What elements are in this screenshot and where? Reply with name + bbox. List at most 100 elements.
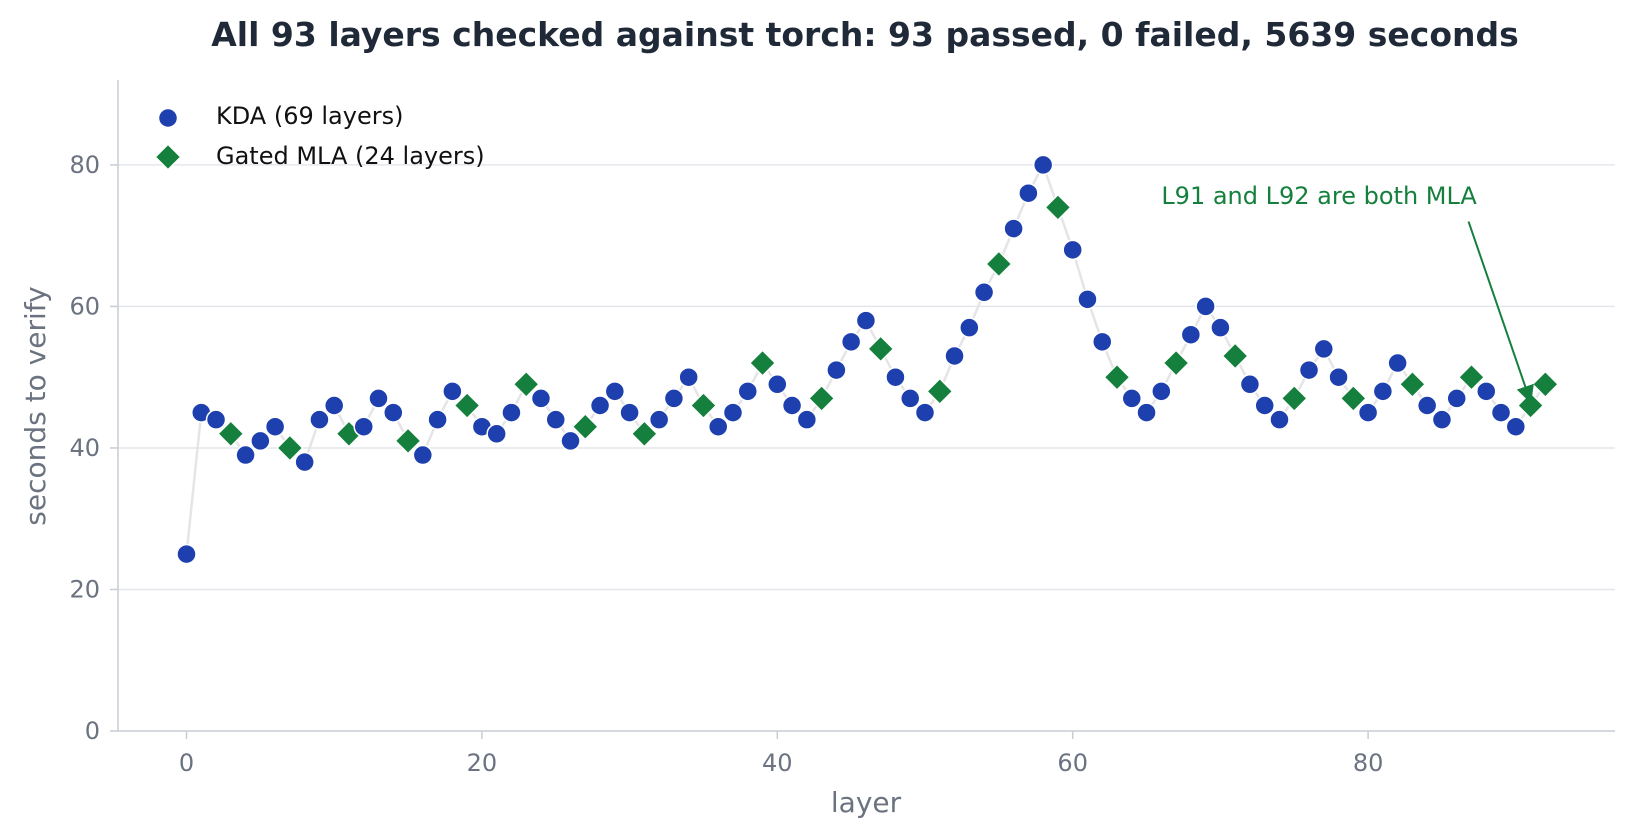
kda-point-layer-30 — [619, 402, 640, 423]
kda-point-layer-81 — [1372, 381, 1394, 402]
legend: KDA (69 layers) Gated MLA (24 layers) — [154, 102, 485, 171]
annotation: L91 and L92 are both MLA — [1161, 182, 1534, 404]
mla-point-layer-83 — [1398, 370, 1427, 399]
y-tick-label-40: 40 — [69, 434, 100, 462]
kda-point-layer-48 — [885, 366, 906, 388]
legend-mla-marker — [154, 143, 182, 171]
kda-point-layer-74 — [1269, 409, 1290, 430]
kda-point-layer-44 — [826, 359, 847, 381]
kda-point-layer-73 — [1254, 395, 1275, 416]
kda-point-layer-58 — [1032, 154, 1054, 176]
kda-point-layer-57 — [1018, 182, 1039, 204]
mla-point-layer-87 — [1457, 363, 1486, 391]
kda-point-layer-53 — [959, 317, 980, 338]
y-axis-label: seconds to verify — [19, 286, 52, 525]
mla-point-layer-67 — [1162, 349, 1190, 377]
mla-point-layer-47 — [866, 335, 895, 363]
kda-point-layer-88 — [1476, 381, 1497, 402]
mla-point-layer-51 — [925, 377, 954, 406]
kda-point-layer-18 — [442, 381, 463, 402]
mla-point-layer-35 — [689, 391, 718, 420]
chart-title: All 93 layers checked against torch: 93 … — [211, 15, 1519, 54]
mla-point-layer-71 — [1221, 342, 1249, 370]
mla-point-layer-63 — [1103, 363, 1131, 391]
kda-point-layer-13 — [368, 388, 389, 409]
kda-point-layer-32 — [648, 409, 670, 430]
x-tick-label-40: 40 — [762, 749, 793, 777]
mla-point-layer-59 — [1044, 193, 1072, 222]
kda-point-layer-62 — [1091, 331, 1113, 353]
gridlines — [118, 164, 1615, 591]
x-tick-label-80: 80 — [1353, 749, 1384, 777]
mla-point-layer-7 — [276, 434, 304, 462]
kda-point-layer-90 — [1505, 416, 1527, 437]
kda-point-layer-42 — [796, 409, 818, 430]
mla-point-layer-55 — [985, 250, 1013, 278]
kda-point-layer-56 — [1003, 218, 1024, 239]
legend-kda-label: KDA (69 layers) — [216, 102, 403, 130]
kda-point-layer-46 — [855, 310, 877, 331]
kda-point-layer-85 — [1431, 409, 1453, 430]
kda-point-layer-17 — [427, 409, 448, 430]
x-tick-label-20: 20 — [467, 749, 498, 777]
mla-point-layer-31 — [630, 420, 659, 448]
kda-point-layer-61 — [1077, 289, 1098, 310]
data-points — [176, 154, 1560, 565]
kda-point-layer-65 — [1136, 402, 1157, 423]
kda-point-layer-60 — [1062, 239, 1083, 261]
kda-point-layer-12 — [353, 416, 374, 437]
kda-point-layer-21 — [486, 423, 507, 445]
kda-point-layer-78 — [1328, 366, 1349, 388]
kda-point-layer-6 — [264, 416, 286, 437]
kda-point-layer-89 — [1490, 402, 1512, 423]
mla-point-layer-91 — [1516, 391, 1545, 420]
kda-point-layer-36 — [707, 416, 729, 437]
annotation-arrow — [1467, 221, 1534, 404]
kda-point-layer-49 — [899, 388, 921, 409]
kda-point-layer-77 — [1313, 338, 1335, 360]
kda-point-layer-76 — [1298, 359, 1320, 381]
kda-point-layer-66 — [1151, 381, 1172, 402]
legend-mla-label: Gated MLA (24 layers) — [216, 142, 485, 170]
kda-point-layer-8 — [294, 451, 315, 473]
kda-point-layer-14 — [383, 402, 404, 423]
kda-point-layer-69 — [1195, 296, 1216, 317]
kda-point-layer-2 — [205, 409, 227, 430]
mla-point-layer-43 — [807, 384, 836, 413]
mla-point-layer-79 — [1339, 384, 1368, 413]
mla-point-layer-39 — [748, 349, 777, 377]
kda-point-layer-50 — [914, 402, 936, 423]
x-tick-label-60: 60 — [1057, 749, 1088, 777]
kda-point-layer-26 — [560, 430, 581, 452]
mla-point-layer-27 — [571, 412, 600, 441]
kda-point-layer-0 — [176, 543, 197, 565]
kda-point-layer-38 — [737, 381, 759, 402]
kda-point-layer-4 — [235, 444, 256, 466]
kda-point-layer-37 — [722, 402, 744, 423]
kda-point-layer-84 — [1416, 395, 1438, 416]
annotation-text: L91 and L92 are both MLA — [1161, 182, 1477, 210]
x-tick-label-0: 0 — [179, 749, 194, 777]
mla-point-layer-3 — [217, 420, 245, 448]
kda-point-layer-72 — [1239, 374, 1261, 395]
y-tick-label-20: 20 — [69, 575, 100, 603]
axes — [117, 80, 1615, 732]
layer-connecting-line — [185, 161, 1547, 555]
kda-point-layer-33 — [663, 388, 685, 409]
kda-point-layer-68 — [1180, 324, 1202, 345]
kda-point-layer-10 — [323, 395, 345, 416]
kda-point-layer-64 — [1121, 388, 1143, 409]
kda-point-layer-34 — [678, 366, 699, 388]
mla-point-layer-23 — [512, 370, 540, 399]
x-ticks: 0 20 40 60 80 — [179, 731, 1384, 777]
kda-point-layer-70 — [1210, 317, 1231, 338]
legend-kda-marker — [157, 107, 179, 129]
kda-point-layer-82 — [1387, 352, 1408, 374]
kda-point-layer-22 — [501, 402, 522, 423]
kda-point-layer-28 — [589, 395, 611, 416]
mla-point-layer-92 — [1531, 370, 1560, 399]
kda-point-layer-45 — [840, 331, 862, 353]
y-tick-label-60: 60 — [69, 292, 100, 320]
kda-point-layer-5 — [250, 430, 271, 452]
